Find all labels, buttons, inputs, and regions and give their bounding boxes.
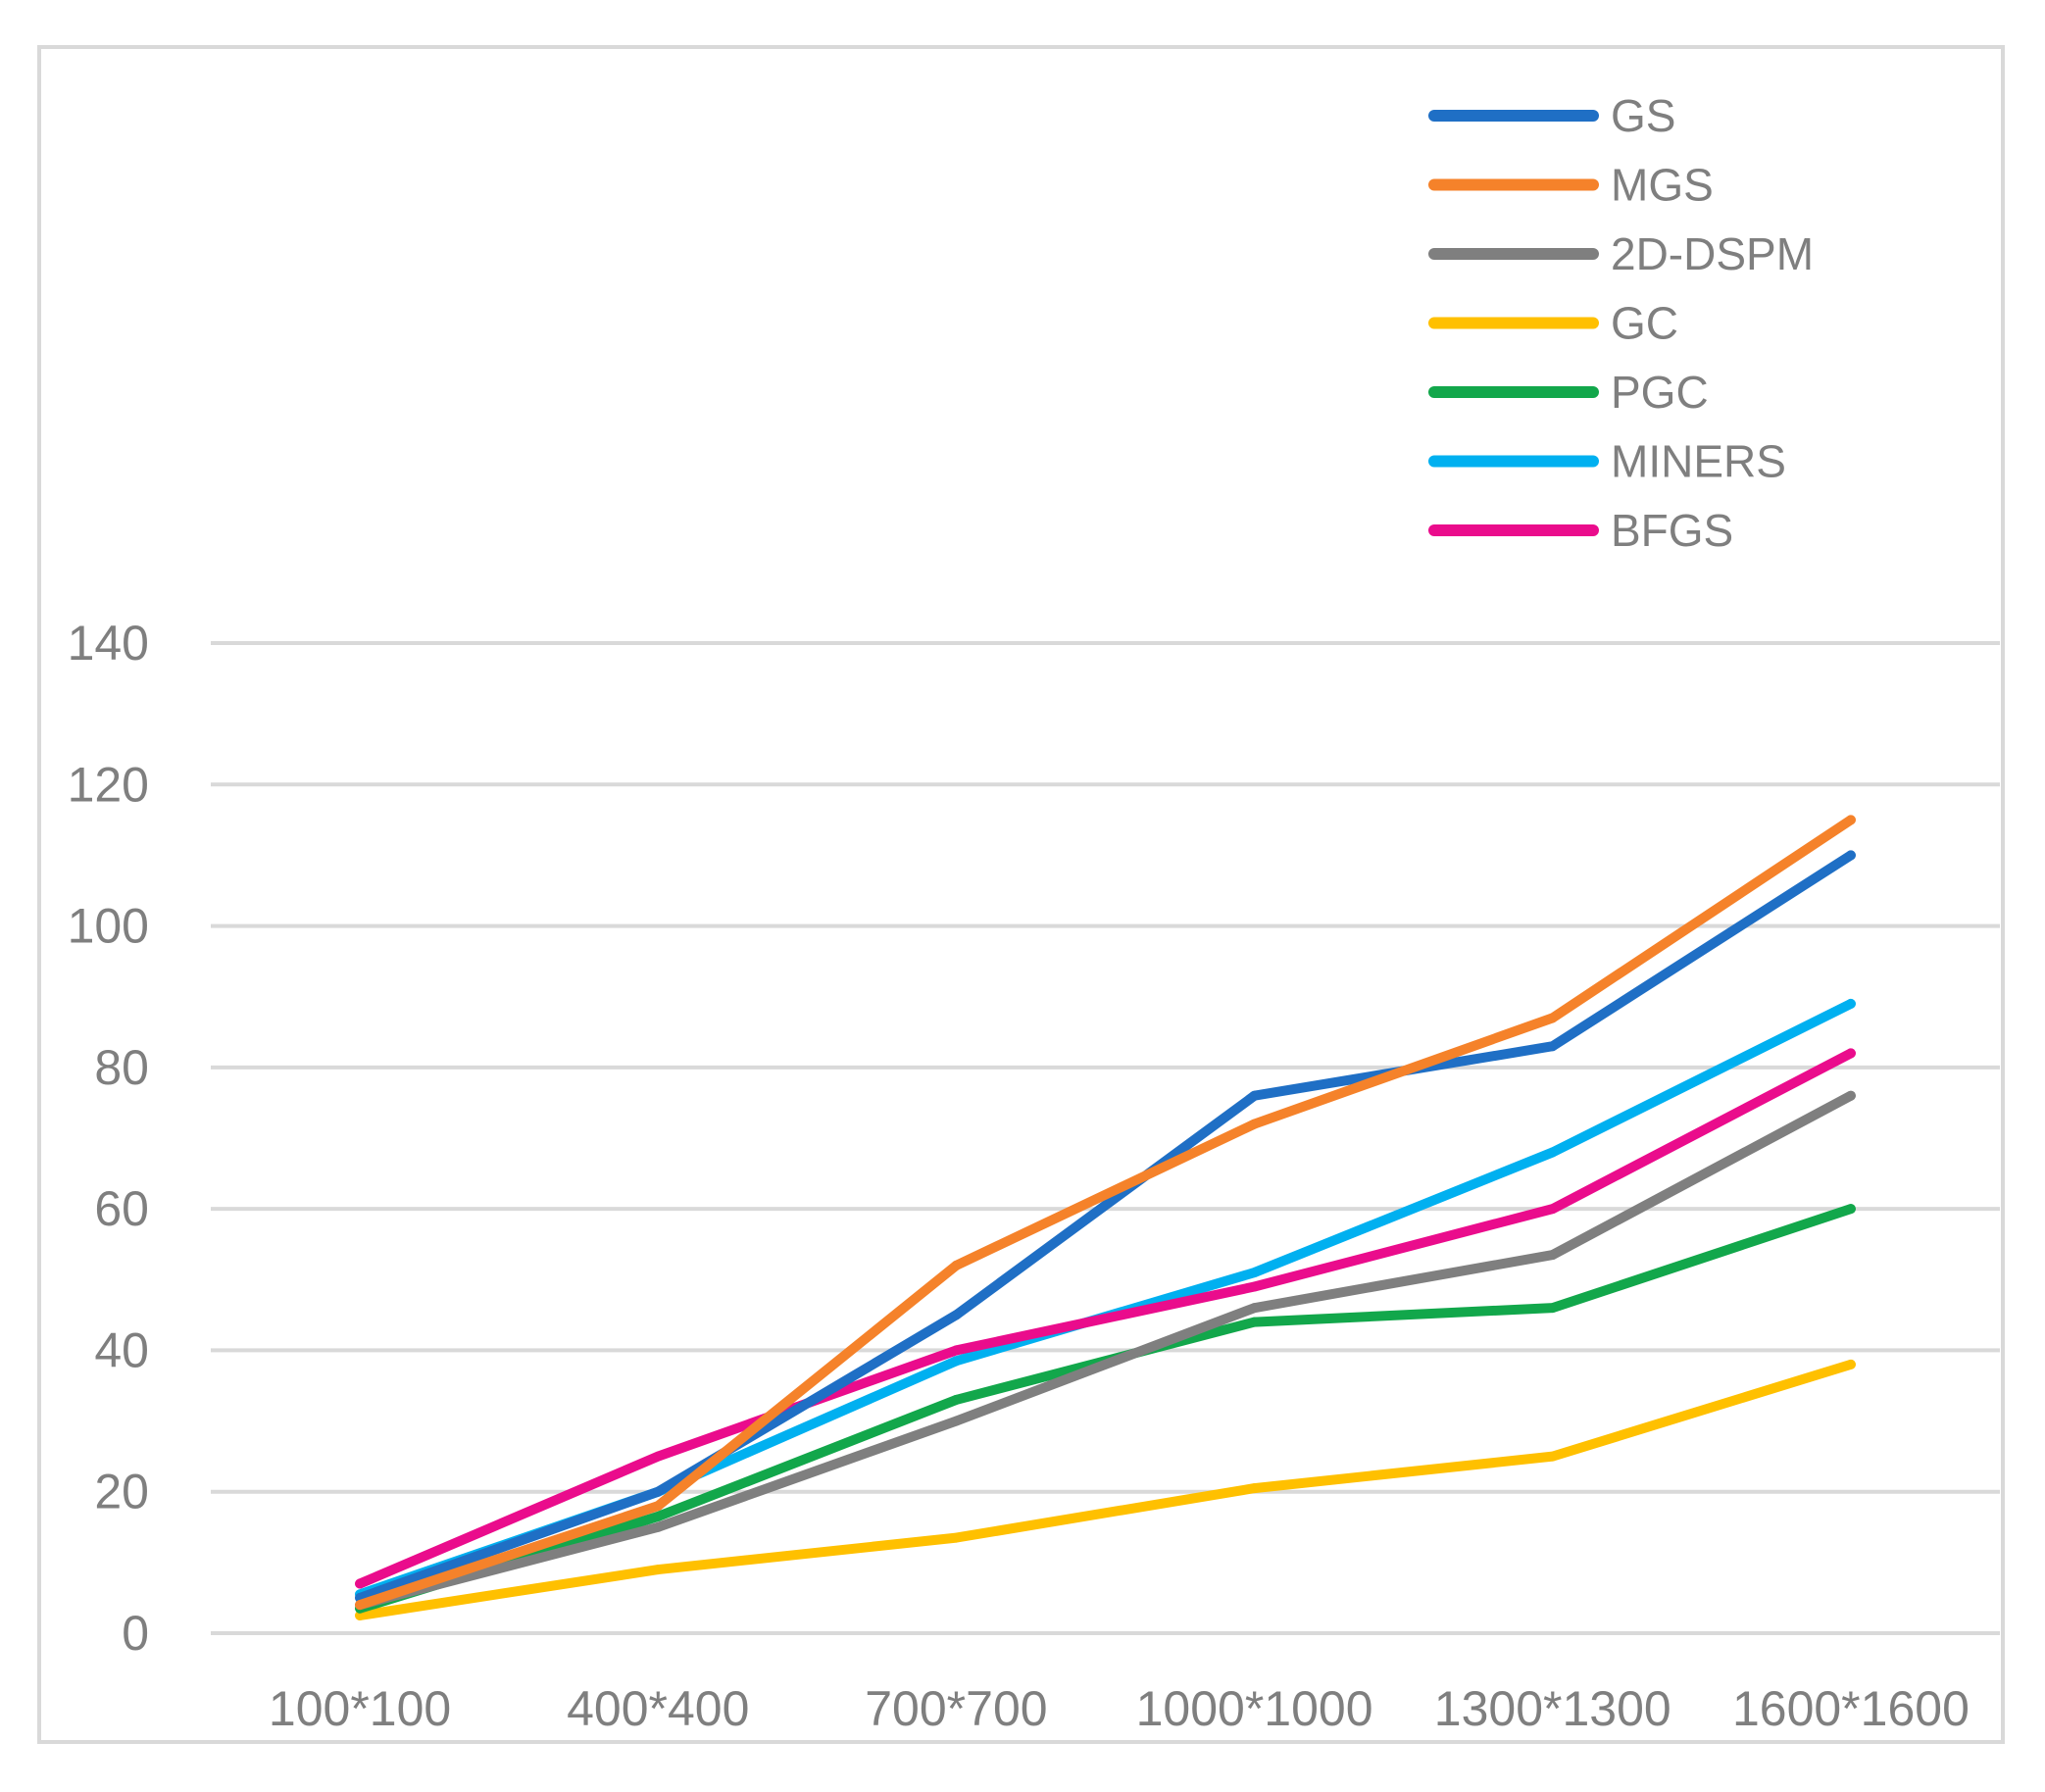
data-point xyxy=(951,1310,962,1320)
gridlines xyxy=(211,641,2000,1635)
data-point xyxy=(951,1260,962,1270)
legend-label: BFGS xyxy=(1611,505,1733,556)
data-point xyxy=(1845,1204,1856,1215)
data-point xyxy=(653,1511,664,1521)
y-tick-label: 140 xyxy=(68,616,149,671)
data-point xyxy=(1547,1250,1558,1261)
data-point xyxy=(1547,1147,1558,1158)
series-mgs xyxy=(355,815,1856,1611)
y-tick-label: 120 xyxy=(68,757,149,812)
series-line-gc xyxy=(355,1359,1856,1620)
legend-item: 2D-DSPM xyxy=(1428,228,1814,279)
series-line-bfgs xyxy=(355,1048,1856,1589)
legend-label: GC xyxy=(1611,298,1678,349)
legend-label: MINERS xyxy=(1611,436,1786,487)
y-tick-label: 60 xyxy=(94,1181,149,1236)
x-tick-label: 100*100 xyxy=(269,1681,451,1736)
data-point xyxy=(1547,1013,1558,1023)
legend-item: MINERS xyxy=(1428,436,1786,487)
x-tick-label: 1600*1600 xyxy=(1732,1681,1970,1736)
data-point xyxy=(951,1345,962,1356)
data-point xyxy=(1845,850,1856,861)
data-point xyxy=(1249,1303,1260,1314)
y-axis-ticks: 0 20 40 60 80 100 120 140 xyxy=(68,616,149,1661)
data-point xyxy=(355,1610,366,1620)
data-point xyxy=(1845,1090,1856,1101)
data-point xyxy=(355,1578,366,1589)
series-gs xyxy=(355,850,1856,1603)
y-tick-label: 80 xyxy=(94,1040,149,1095)
series-line-miners xyxy=(355,998,1856,1600)
legend-item: BFGS xyxy=(1428,505,1733,556)
data-point xyxy=(1845,1359,1856,1369)
series-line-gs xyxy=(355,850,1856,1603)
data-point xyxy=(1249,1090,1260,1101)
series-line-mgs xyxy=(355,815,1856,1611)
legend-label: GS xyxy=(1611,90,1675,141)
legend-item: GC xyxy=(1428,298,1678,349)
series-bfgs xyxy=(355,1048,1856,1589)
x-tick-label: 700*700 xyxy=(865,1681,1047,1736)
data-point xyxy=(355,1600,366,1611)
legend-item: GS xyxy=(1428,90,1675,141)
data-point xyxy=(1845,815,1856,825)
data-point xyxy=(951,1356,962,1367)
data-point xyxy=(653,1501,664,1512)
data-point xyxy=(1547,1303,1558,1314)
legend: GS MGS 2D-DSPM GC PGC MINERS BFGS xyxy=(1428,90,1814,556)
data-point xyxy=(1249,1317,1260,1327)
legend-item: PGC xyxy=(1428,367,1709,418)
data-point xyxy=(653,1521,664,1532)
data-point xyxy=(1249,1268,1260,1278)
data-point xyxy=(653,1486,664,1497)
x-tick-label: 400*400 xyxy=(567,1681,749,1736)
data-point xyxy=(1547,1451,1558,1462)
legend-label: PGC xyxy=(1611,367,1709,418)
y-tick-label: 20 xyxy=(94,1465,149,1519)
data-point xyxy=(653,1451,664,1462)
series-line-2d-dspm xyxy=(355,1090,1856,1611)
data-point xyxy=(1547,1041,1558,1052)
series-lines xyxy=(355,815,1856,1620)
data-point xyxy=(1249,1281,1260,1292)
legend-item: MGS xyxy=(1428,160,1714,211)
data-point xyxy=(951,1394,962,1405)
y-tick-label: 100 xyxy=(68,899,149,954)
data-point xyxy=(1845,1048,1856,1059)
x-axis-ticks: 100*100 400*400 700*700 1000*1000 1300*1300 1… xyxy=(269,1681,1970,1736)
data-point xyxy=(1547,1204,1558,1215)
data-point xyxy=(1249,1119,1260,1129)
y-tick-label: 0 xyxy=(122,1606,149,1661)
x-tick-label: 1000*1000 xyxy=(1136,1681,1373,1736)
series-gc xyxy=(355,1359,1856,1620)
data-point xyxy=(1249,1483,1260,1494)
data-point xyxy=(951,1532,962,1543)
legend-label: MGS xyxy=(1611,160,1714,211)
x-tick-label: 1300*1300 xyxy=(1434,1681,1671,1736)
legend-label: 2D-DSPM xyxy=(1611,228,1814,279)
data-point xyxy=(951,1416,962,1426)
data-point xyxy=(653,1565,664,1575)
y-tick-label: 40 xyxy=(94,1322,149,1377)
data-point xyxy=(1845,998,1856,1009)
chart-frame xyxy=(37,45,2005,1744)
